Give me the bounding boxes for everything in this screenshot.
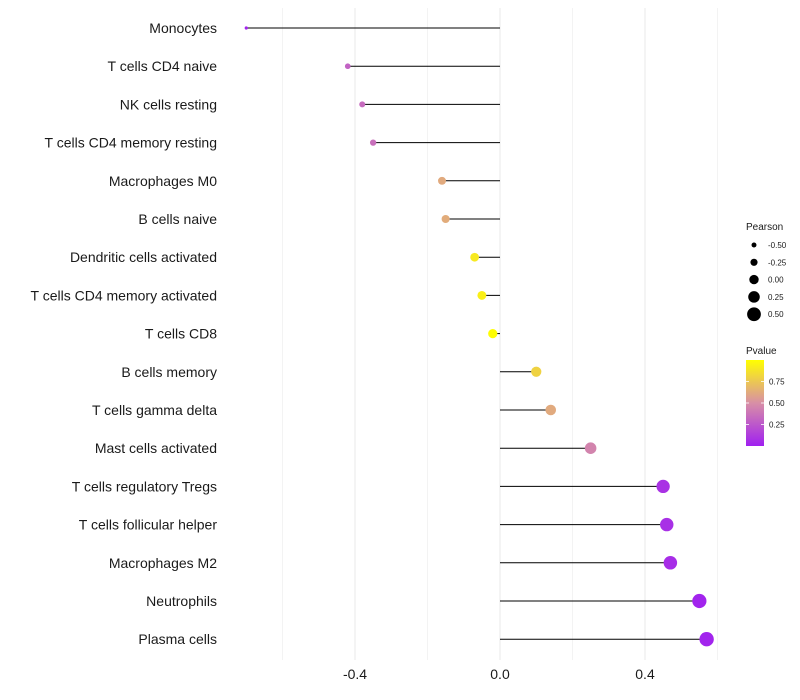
size-legend-label: -0.25 bbox=[768, 258, 787, 267]
category-label: T cells CD8 bbox=[145, 326, 217, 342]
data-point bbox=[531, 366, 542, 377]
data-point bbox=[488, 329, 498, 339]
category-label: T cells CD4 memory resting bbox=[45, 135, 217, 151]
category-label: T cells regulatory Tregs bbox=[72, 478, 217, 494]
category-label: Plasma cells bbox=[138, 631, 217, 647]
data-point bbox=[545, 404, 557, 416]
size-legend-dot bbox=[751, 242, 757, 248]
data-point bbox=[656, 479, 670, 494]
category-label: B cells memory bbox=[121, 364, 217, 380]
data-point bbox=[344, 63, 351, 70]
data-point bbox=[699, 632, 714, 647]
color-legend-bar bbox=[746, 360, 764, 446]
color-legend-label: 0.25 bbox=[769, 421, 785, 430]
data-point bbox=[359, 101, 366, 108]
size-legend-dot bbox=[747, 307, 761, 322]
category-label: Macrophages M2 bbox=[109, 555, 217, 571]
size-legend-dot bbox=[748, 291, 760, 303]
x-tick-label: -0.4 bbox=[343, 666, 367, 682]
category-label: Dendritic cells activated bbox=[70, 249, 217, 265]
size-legend-title: Pearson bbox=[746, 222, 783, 233]
size-legend-label: -0.50 bbox=[768, 241, 787, 250]
category-label: Neutrophils bbox=[146, 593, 217, 609]
data-point bbox=[663, 556, 678, 570]
data-point bbox=[441, 214, 450, 224]
category-label: T cells gamma delta bbox=[92, 402, 217, 418]
category-label: Mast cells activated bbox=[95, 440, 217, 456]
data-point bbox=[584, 442, 597, 454]
category-label: T cells CD4 naive bbox=[108, 58, 218, 74]
category-label: Monocytes bbox=[149, 20, 217, 36]
category-label: T cells follicular helper bbox=[79, 517, 218, 533]
category-label: NK cells resting bbox=[120, 96, 217, 112]
data-point bbox=[369, 139, 377, 146]
data-point bbox=[244, 26, 248, 30]
size-legend-label: 0.50 bbox=[768, 310, 784, 319]
size-legend-label: 0.00 bbox=[768, 276, 784, 285]
color-legend-title: Pvalue bbox=[746, 346, 777, 357]
size-legend-label: 0.25 bbox=[768, 293, 784, 302]
category-label: B cells naive bbox=[138, 211, 217, 227]
x-tick-label: 0.4 bbox=[635, 666, 655, 682]
data-point bbox=[477, 290, 487, 300]
data-point bbox=[692, 593, 707, 609]
x-tick-label: 0.0 bbox=[490, 666, 510, 682]
category-label: T cells CD4 memory activated bbox=[31, 287, 217, 303]
color-legend-label: 0.50 bbox=[769, 399, 785, 408]
size-legend-dot bbox=[750, 258, 758, 266]
category-label: Macrophages M0 bbox=[109, 173, 217, 189]
color-legend-label: 0.75 bbox=[769, 378, 785, 387]
data-point bbox=[470, 252, 479, 262]
size-legend-dot bbox=[749, 274, 759, 285]
data-point bbox=[438, 176, 446, 185]
data-point bbox=[660, 517, 674, 532]
